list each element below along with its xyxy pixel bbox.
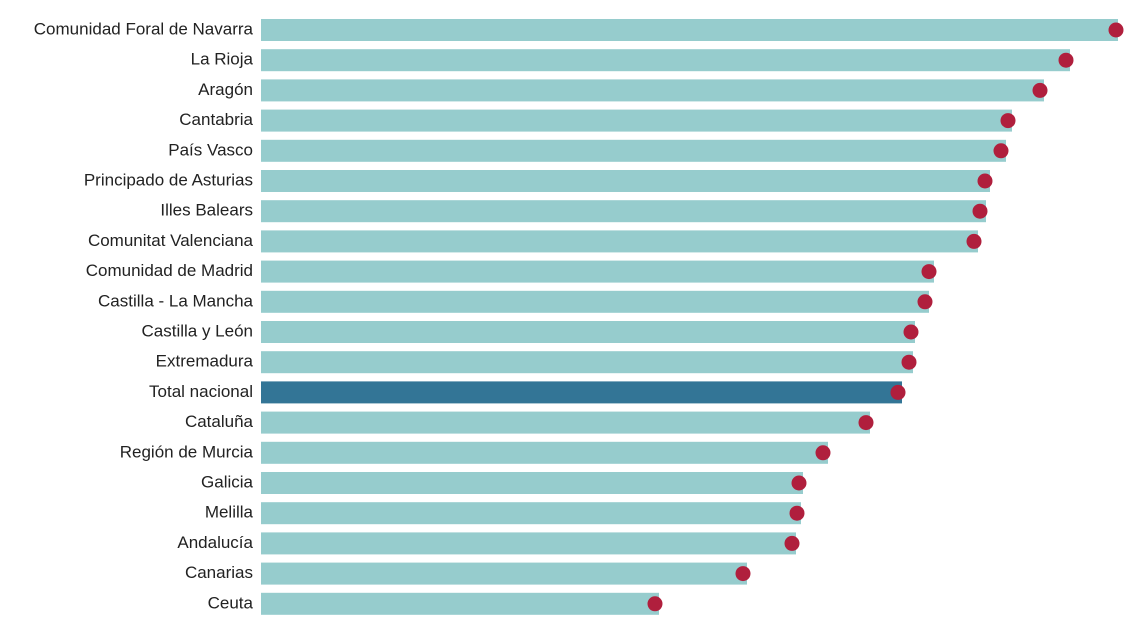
bar: [261, 139, 1006, 162]
category-label: Comunidad de Madrid: [86, 261, 253, 280]
bar: [261, 290, 929, 313]
category-label: Castilla - La Mancha: [98, 291, 254, 310]
category-label: Comunidad Foral de Navarra: [34, 19, 254, 38]
dot: [890, 384, 906, 400]
category-label: País Vasco: [168, 140, 253, 159]
category-label: Castilla y León: [141, 321, 253, 340]
category-label: Principado de Asturias: [84, 170, 253, 189]
dot: [972, 203, 988, 219]
bar: [261, 19, 1118, 41]
bar: [261, 592, 659, 615]
bar: [261, 230, 978, 253]
bar: [261, 532, 796, 555]
dot: [784, 535, 800, 551]
category-label: Comunitat Valenciana: [88, 231, 254, 250]
dot: [789, 505, 805, 521]
category-label: Melilla: [205, 503, 254, 522]
dot: [1032, 82, 1048, 98]
bar: [261, 200, 986, 223]
category-label: Región de Murcia: [120, 442, 254, 461]
bar: [261, 381, 902, 404]
dot: [993, 143, 1009, 159]
category-label: Aragón: [198, 80, 253, 99]
bar: [261, 109, 1012, 132]
category-label: Total nacional: [149, 382, 253, 401]
bar: [261, 472, 803, 494]
dot: [791, 475, 807, 491]
dot: [1058, 52, 1074, 68]
bar: [261, 49, 1070, 72]
dot: [917, 294, 933, 310]
bar: [261, 441, 828, 464]
dot: [1108, 22, 1124, 38]
dot: [977, 173, 993, 189]
dot: [735, 566, 751, 582]
dot: [903, 324, 919, 340]
category-label: Galicia: [201, 472, 254, 491]
category-label: Canarias: [185, 563, 253, 582]
category-label: Extremadura: [156, 352, 254, 371]
category-label: Cataluña: [185, 412, 254, 431]
dot: [1000, 113, 1016, 129]
dot: [858, 415, 874, 431]
bar: [261, 321, 915, 343]
category-label: Ceuta: [208, 593, 254, 612]
bar: [261, 351, 913, 374]
dot: [921, 264, 937, 280]
dot: [901, 354, 917, 370]
bar: [261, 260, 934, 283]
dot: [815, 445, 831, 461]
bar: [261, 562, 747, 585]
category-label: Illes Balears: [160, 201, 253, 220]
bar: [261, 79, 1044, 102]
bar: [261, 170, 990, 192]
dot: [647, 596, 663, 612]
category-label: Cantabria: [179, 110, 253, 129]
category-label: La Rioja: [191, 50, 254, 69]
bar: [261, 502, 801, 525]
category-label: Andalucía: [177, 533, 253, 552]
bar: [261, 411, 870, 434]
dot: [966, 233, 982, 249]
